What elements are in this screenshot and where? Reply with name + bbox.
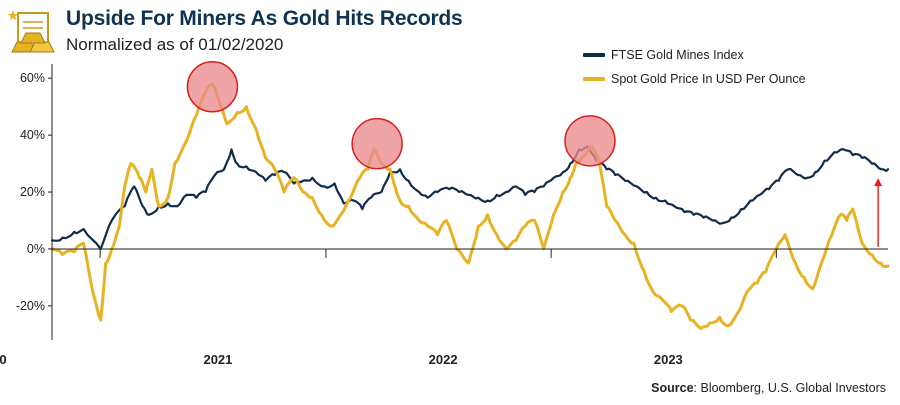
arrow-layer (874, 178, 883, 247)
source-text: : Bloomberg, U.S. Global Investors (693, 381, 886, 395)
y-tick-label: 20% (20, 185, 45, 199)
gold-bars-icon (8, 10, 55, 53)
peak-highlight-circle-3 (564, 115, 616, 167)
series-layer (50, 82, 890, 331)
axes: -20% 0% 20% 40% 60% 2020 2021 2022 2023 (0, 64, 888, 367)
legend-item-gold: Spot Gold Price In USD Per Ounce (583, 67, 806, 91)
x-tick-label: 2021 (203, 352, 232, 367)
source-note: Source: Bloomberg, U.S. Global Investors (651, 381, 886, 395)
x-tick-label: 2023 (654, 352, 683, 367)
series-line-spot-gold (50, 82, 890, 331)
y-tick-label: 0% (27, 242, 45, 256)
y-tick-label: 60% (20, 71, 45, 85)
source-label: Source (651, 381, 694, 395)
legend: FTSE Gold Mines Index Spot Gold Price In… (583, 43, 806, 91)
chart-title: Upside For Miners As Gold Hits Records (66, 7, 463, 30)
upside-arrow-head (874, 178, 883, 187)
legend-swatch-gold (583, 77, 605, 81)
x-tick-label: 2020 (0, 352, 7, 367)
legend-label-gold: Spot Gold Price In USD Per Ounce (611, 72, 806, 86)
y-tick-label: -20% (16, 299, 45, 313)
peak-highlight-circle-1 (186, 61, 239, 113)
legend-item-mines: FTSE Gold Mines Index (583, 43, 806, 67)
legend-label-mines: FTSE Gold Mines Index (611, 48, 744, 62)
x-tick-label: 2022 (429, 352, 458, 367)
peak-highlight-circle-2 (351, 117, 403, 170)
legend-swatch-mines (583, 53, 605, 57)
y-tick-label: 40% (20, 128, 45, 142)
series-line-ftse-gold-mines (50, 145, 890, 250)
chart-subtitle: Normalized as of 01/02/2020 (66, 35, 284, 54)
circle-layer (186, 61, 616, 170)
